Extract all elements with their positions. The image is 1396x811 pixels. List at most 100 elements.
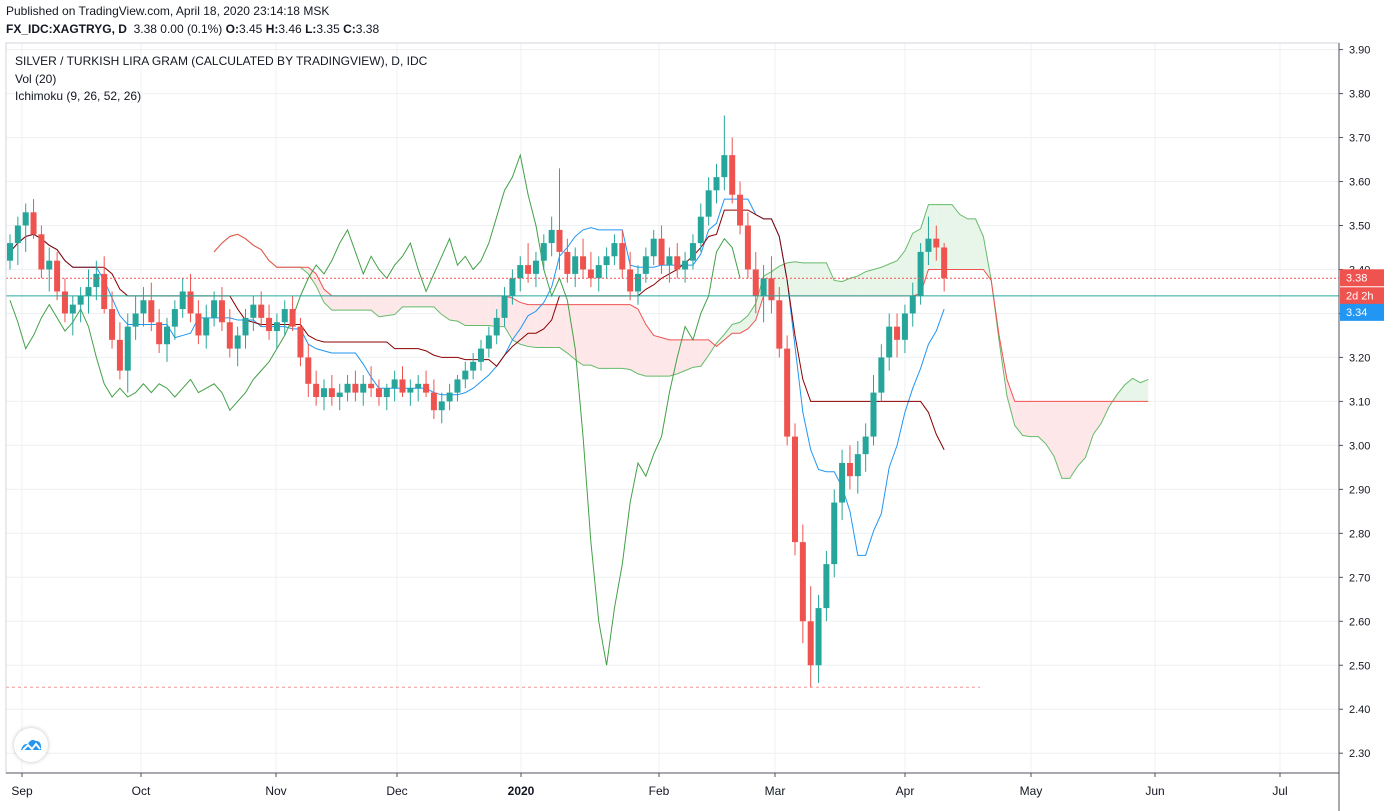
cloud-segment [316,273,324,303]
candle-body [815,608,822,666]
candle-body [234,335,241,349]
cloud-segment [308,267,317,286]
candle-body [540,243,547,261]
candle-body [870,392,877,437]
cloud-segment [787,261,795,296]
candle-body [399,379,406,393]
countdown-label-bg [1340,287,1384,305]
candle-body [164,326,170,345]
candle-body [148,300,155,323]
candle-body [430,392,437,411]
candle-body [46,260,53,270]
candle-body [273,322,280,332]
cloud-segment [363,295,372,311]
candle-body [226,322,233,349]
candle-body [360,383,367,393]
candle-body [689,243,696,261]
candle-body [776,300,783,349]
candle-body [784,348,791,437]
x-tick-label: Dec [386,784,407,798]
cloud-segment [975,218,984,270]
candle-body [211,300,218,318]
cloud-segment [1030,401,1039,437]
cloud-segment [1069,401,1078,479]
candle-body [336,392,343,398]
volume-legend[interactable]: Vol (20) [15,72,57,86]
candle-body [203,317,210,336]
cloud-segment [567,304,576,360]
candle-body [611,243,618,257]
candle-body [352,383,359,393]
cloud-segment [433,295,442,315]
candle-body [187,291,194,314]
cloud-segment [904,233,913,296]
low-label: L: [305,22,317,36]
cloud-segment [402,295,411,307]
candle-body [156,322,163,345]
candle-body [179,291,186,310]
close-value: 3.38 [355,22,380,36]
candle-body [894,326,901,340]
cloud-segment [638,309,646,377]
last-change: 3.38 0.00 (0.1%) [133,22,223,36]
tradingview-logo[interactable] [14,728,48,762]
candle-body [14,225,21,244]
candle-body [61,291,68,314]
candle-body [415,383,422,389]
cloud-segment [418,295,427,307]
candle-body [760,278,767,296]
close-label: C: [343,22,356,36]
cloud-segment [426,295,434,307]
candle-body [22,212,29,226]
candle-body [744,225,751,270]
candle-body [407,388,414,393]
candle-body [941,247,948,279]
x-tick-label: May [1020,784,1043,798]
cloud-segment [394,295,403,315]
x-tick-label: Jun [1145,784,1164,798]
cloud-segment [575,304,584,366]
high-value: 3.46 [278,22,302,36]
candle-body [101,273,108,310]
candle-body [642,256,649,274]
cloud-segment [449,295,458,322]
candle-body [572,256,579,274]
cloud-segment [1054,401,1062,479]
x-tick-label: Apr [896,784,915,798]
price-line-label: 3.34 [1346,307,1367,319]
cloud-segment [834,280,843,296]
candle-body [258,304,265,318]
candle-body [375,388,382,398]
cloud-segment [779,262,788,296]
y-tick-label: 3.00 [1349,440,1370,452]
cloud-segment [653,335,662,377]
cloud-segment [1085,401,1094,458]
candle-body [674,256,681,270]
candle-body [470,361,477,371]
candle-body [556,229,563,252]
cloud-segment [1077,401,1086,467]
candle-body [485,335,492,349]
candle-body [38,234,45,270]
candle-body [321,388,327,398]
candle-body [619,243,626,270]
cloud-segment [512,298,521,345]
candle-body [792,436,798,543]
candle-body [195,313,202,336]
candle-body [862,436,869,455]
cloud-logo-icon [21,740,41,751]
candle-body [682,260,689,270]
open-value: 3.45 [239,22,263,36]
candle-body [901,313,908,340]
candle-body [595,265,602,279]
ichimoku-legend[interactable]: Ichimoku (9, 26, 52, 26) [15,89,142,103]
cloud-segment [842,278,850,296]
cloud-segment [410,295,419,307]
candle-body [666,256,673,266]
candle-body [807,621,814,666]
cloud-segment [716,334,725,347]
price-levels [6,277,1339,688]
candle-body [344,383,351,393]
candle-body [30,212,37,235]
